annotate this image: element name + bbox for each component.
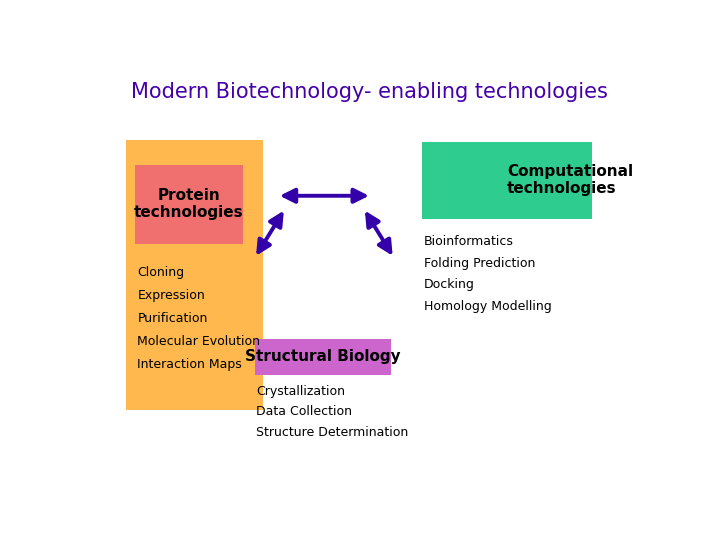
Text: Crystallization: Crystallization bbox=[256, 384, 346, 397]
Text: Homology Modelling: Homology Modelling bbox=[423, 300, 552, 313]
Text: Cloning: Cloning bbox=[138, 266, 184, 279]
Text: Folding Prediction: Folding Prediction bbox=[423, 256, 535, 269]
Text: Structure Determination: Structure Determination bbox=[256, 426, 408, 439]
Text: Computational
technologies: Computational technologies bbox=[507, 164, 633, 197]
Text: Protein
technologies: Protein technologies bbox=[134, 188, 244, 220]
Text: Docking: Docking bbox=[423, 278, 474, 291]
Text: Purification: Purification bbox=[138, 312, 208, 325]
Text: Structural Biology: Structural Biology bbox=[245, 349, 401, 364]
FancyBboxPatch shape bbox=[135, 165, 243, 244]
Text: Expression: Expression bbox=[138, 289, 205, 302]
Text: Modern Biotechnology- enabling technologies: Modern Biotechnology- enabling technolog… bbox=[130, 82, 608, 102]
Text: Interaction Maps: Interaction Maps bbox=[138, 357, 242, 370]
Text: Bioinformatics: Bioinformatics bbox=[423, 235, 513, 248]
FancyBboxPatch shape bbox=[126, 140, 263, 410]
FancyBboxPatch shape bbox=[422, 141, 592, 219]
Text: Data Collection: Data Collection bbox=[256, 406, 352, 419]
Text: Molecular Evolution: Molecular Evolution bbox=[138, 335, 261, 348]
FancyBboxPatch shape bbox=[255, 339, 392, 375]
